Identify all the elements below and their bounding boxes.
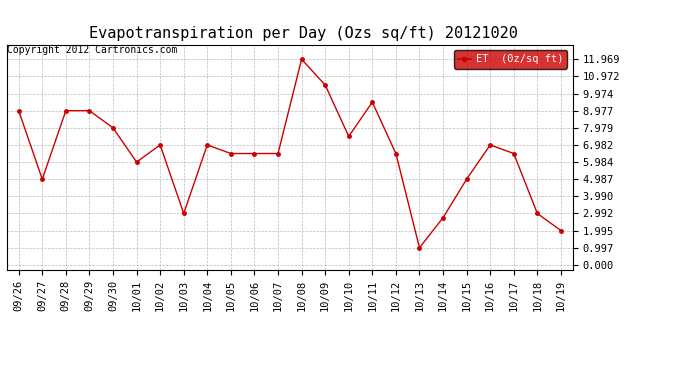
Legend: ET  (0z/sq ft): ET (0z/sq ft): [454, 50, 567, 69]
Text: Copyright 2012 Cartronics.com: Copyright 2012 Cartronics.com: [7, 45, 177, 55]
Text: Evapotranspiration per Day (Ozs sq/ft) 20121020: Evapotranspiration per Day (Ozs sq/ft) 2…: [89, 26, 518, 41]
